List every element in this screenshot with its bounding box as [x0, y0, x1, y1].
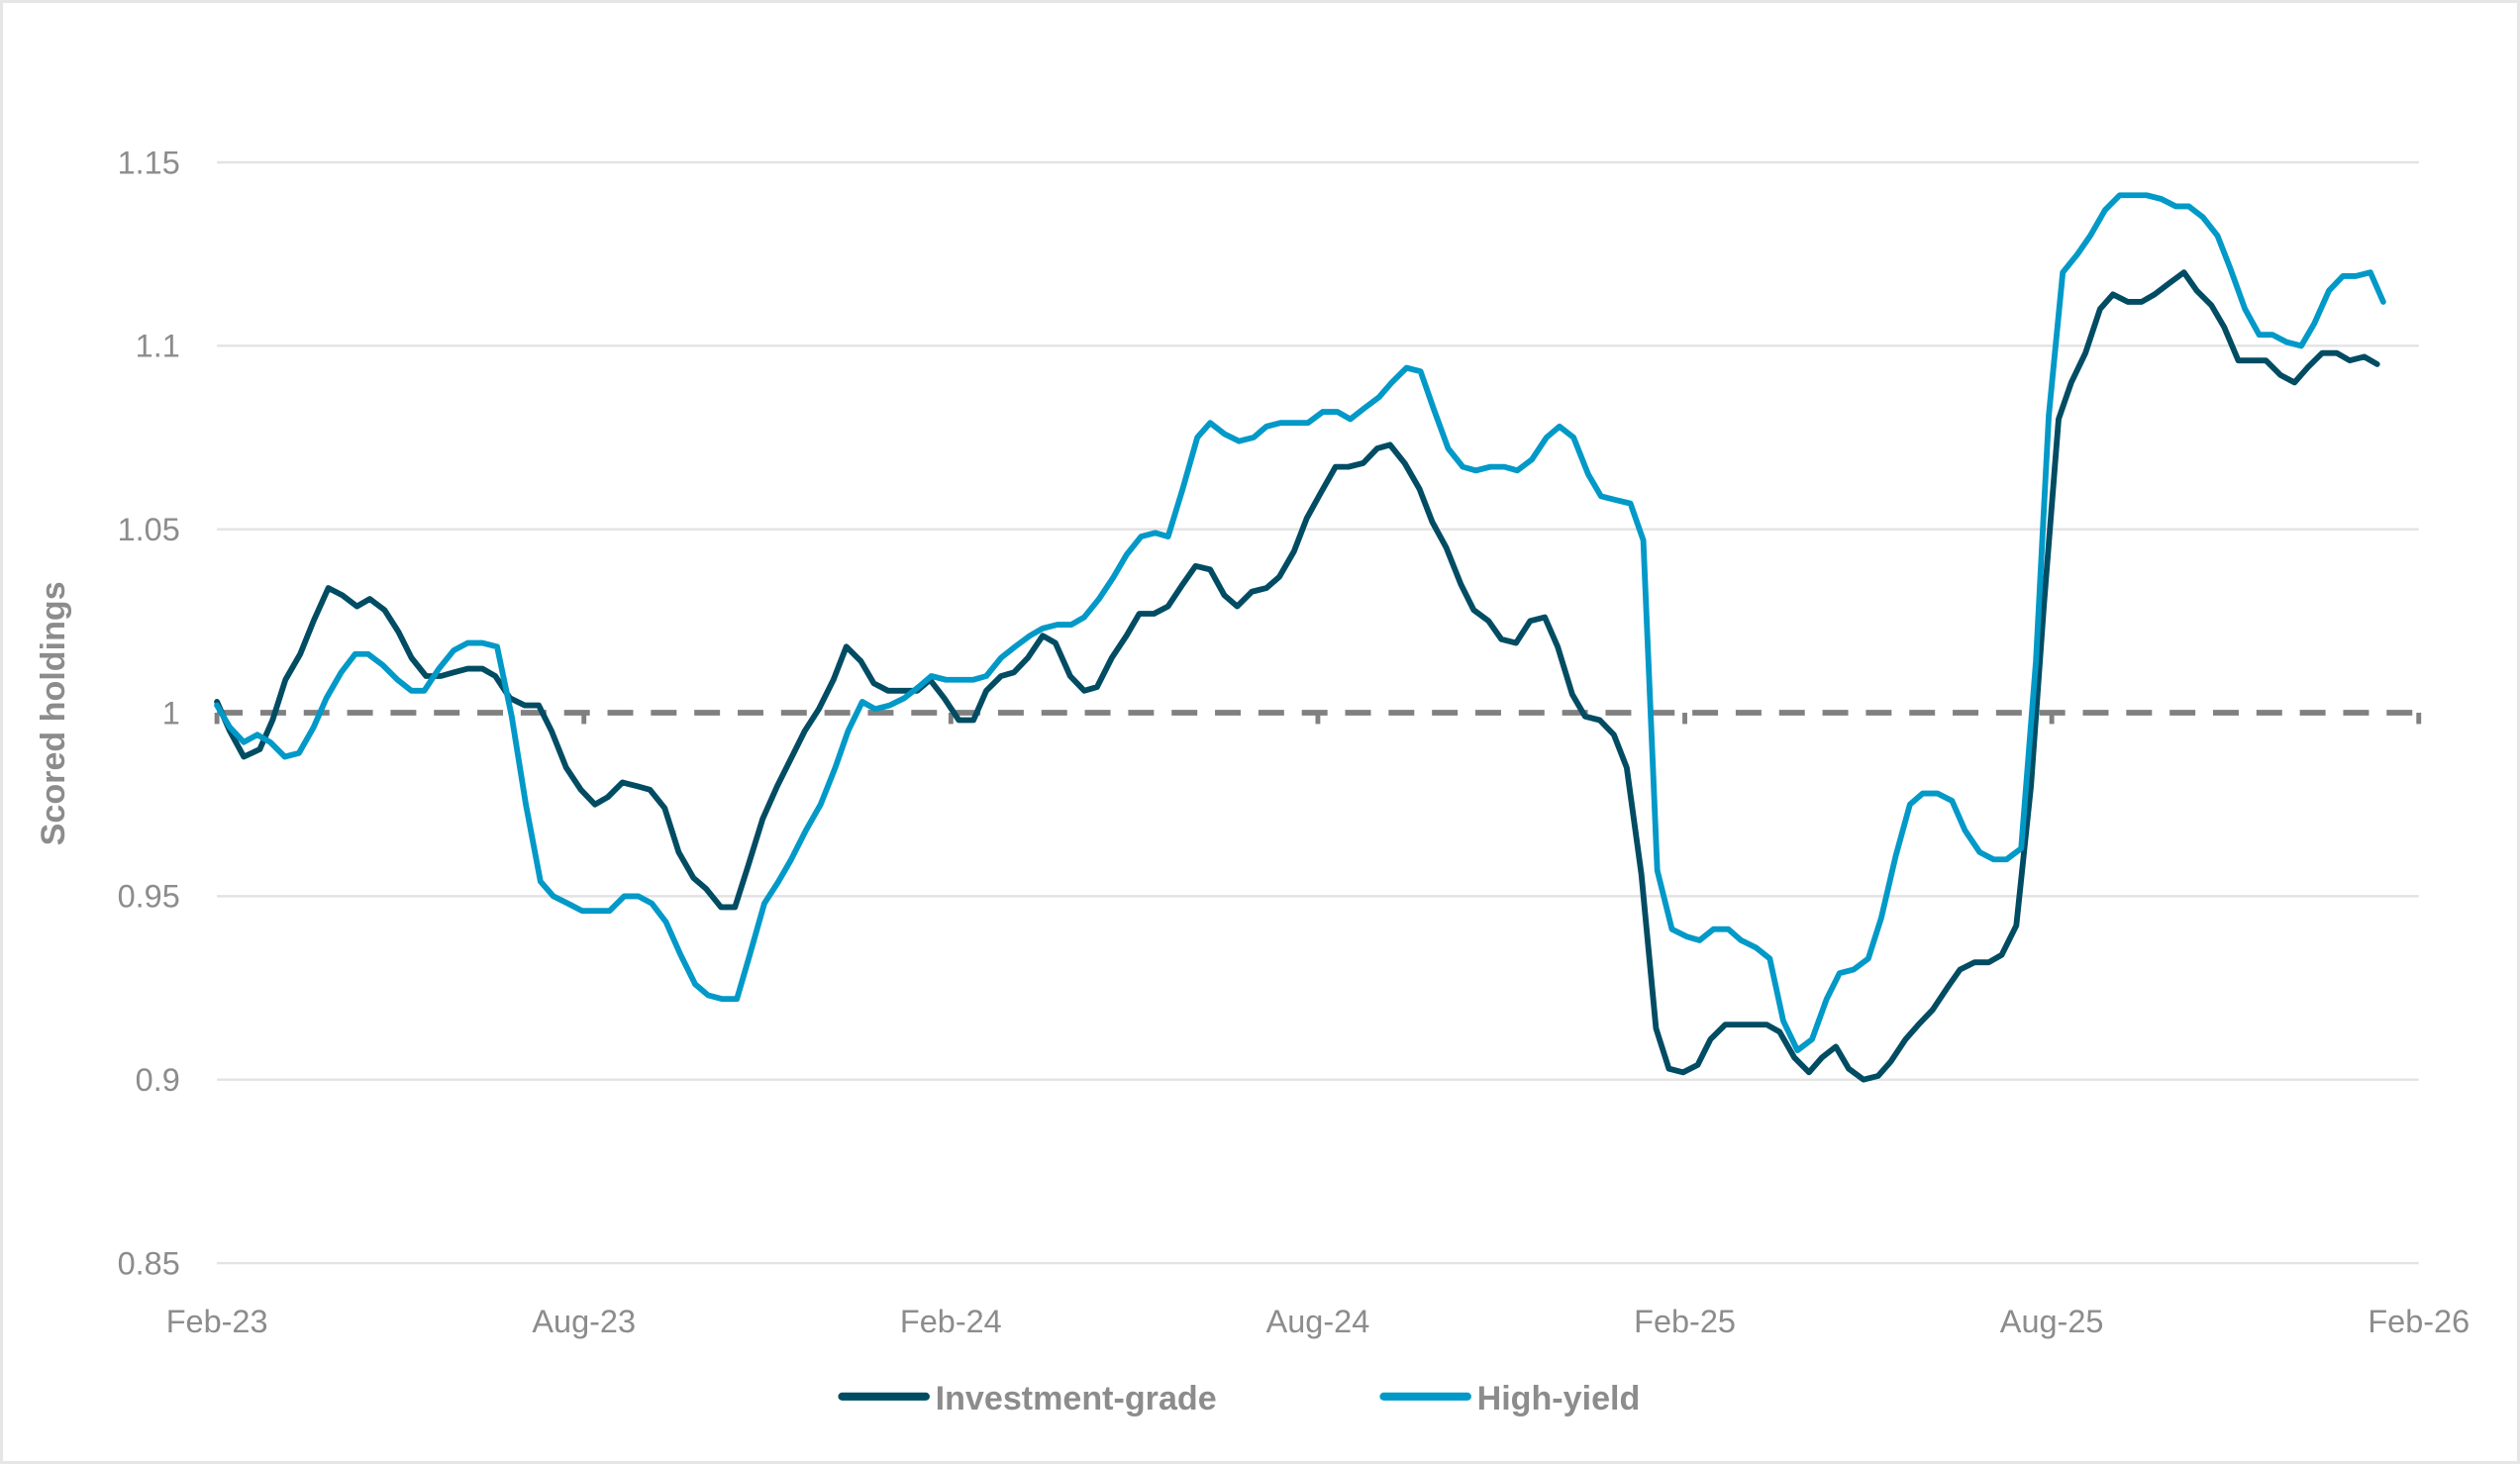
y-tick-label: 1.15	[118, 145, 180, 180]
y-axis-label: Scored holdings	[35, 581, 72, 845]
x-tick-label: Aug-23	[532, 1304, 636, 1339]
x-tick-label: Feb-24	[900, 1304, 1002, 1339]
x-tick-label: Feb-23	[166, 1304, 268, 1339]
y-tick-label: 1.05	[118, 512, 180, 547]
x-tick-label: Feb-25	[1634, 1304, 1736, 1339]
y-tick-label: 0.95	[118, 879, 180, 915]
legend-label-high-yield: High-yield	[1477, 1380, 1641, 1417]
series-lines	[214, 192, 2386, 1083]
y-tick-label: 1.1	[136, 329, 180, 364]
y-tick-label: 0.85	[118, 1245, 180, 1281]
x-tick-label: Aug-25	[2000, 1304, 2104, 1339]
y-tick-label: 1	[162, 695, 180, 731]
y-axis-ticks: 1.15 1.1 1.05 1 0.95 0.9 0.85	[118, 145, 180, 1281]
y-gridlines	[217, 160, 2419, 1265]
x-tick-label: Feb-26	[2368, 1304, 2470, 1339]
series-line-high-yield	[214, 192, 2386, 1054]
legend-label-investment-grade: Investment-grade	[936, 1380, 1217, 1417]
x-axis-ticks: Feb-23 Aug-23 Feb-24 Aug-24 Feb-25 Aug-25 Feb-…	[166, 713, 2470, 1339]
y-tick-label: 0.9	[136, 1062, 180, 1098]
x-tick-label: Aug-24	[1266, 1304, 1370, 1339]
legend: Investment-grade High-yield	[838, 1380, 1641, 1417]
series-line-investment-grade	[214, 269, 2380, 1083]
